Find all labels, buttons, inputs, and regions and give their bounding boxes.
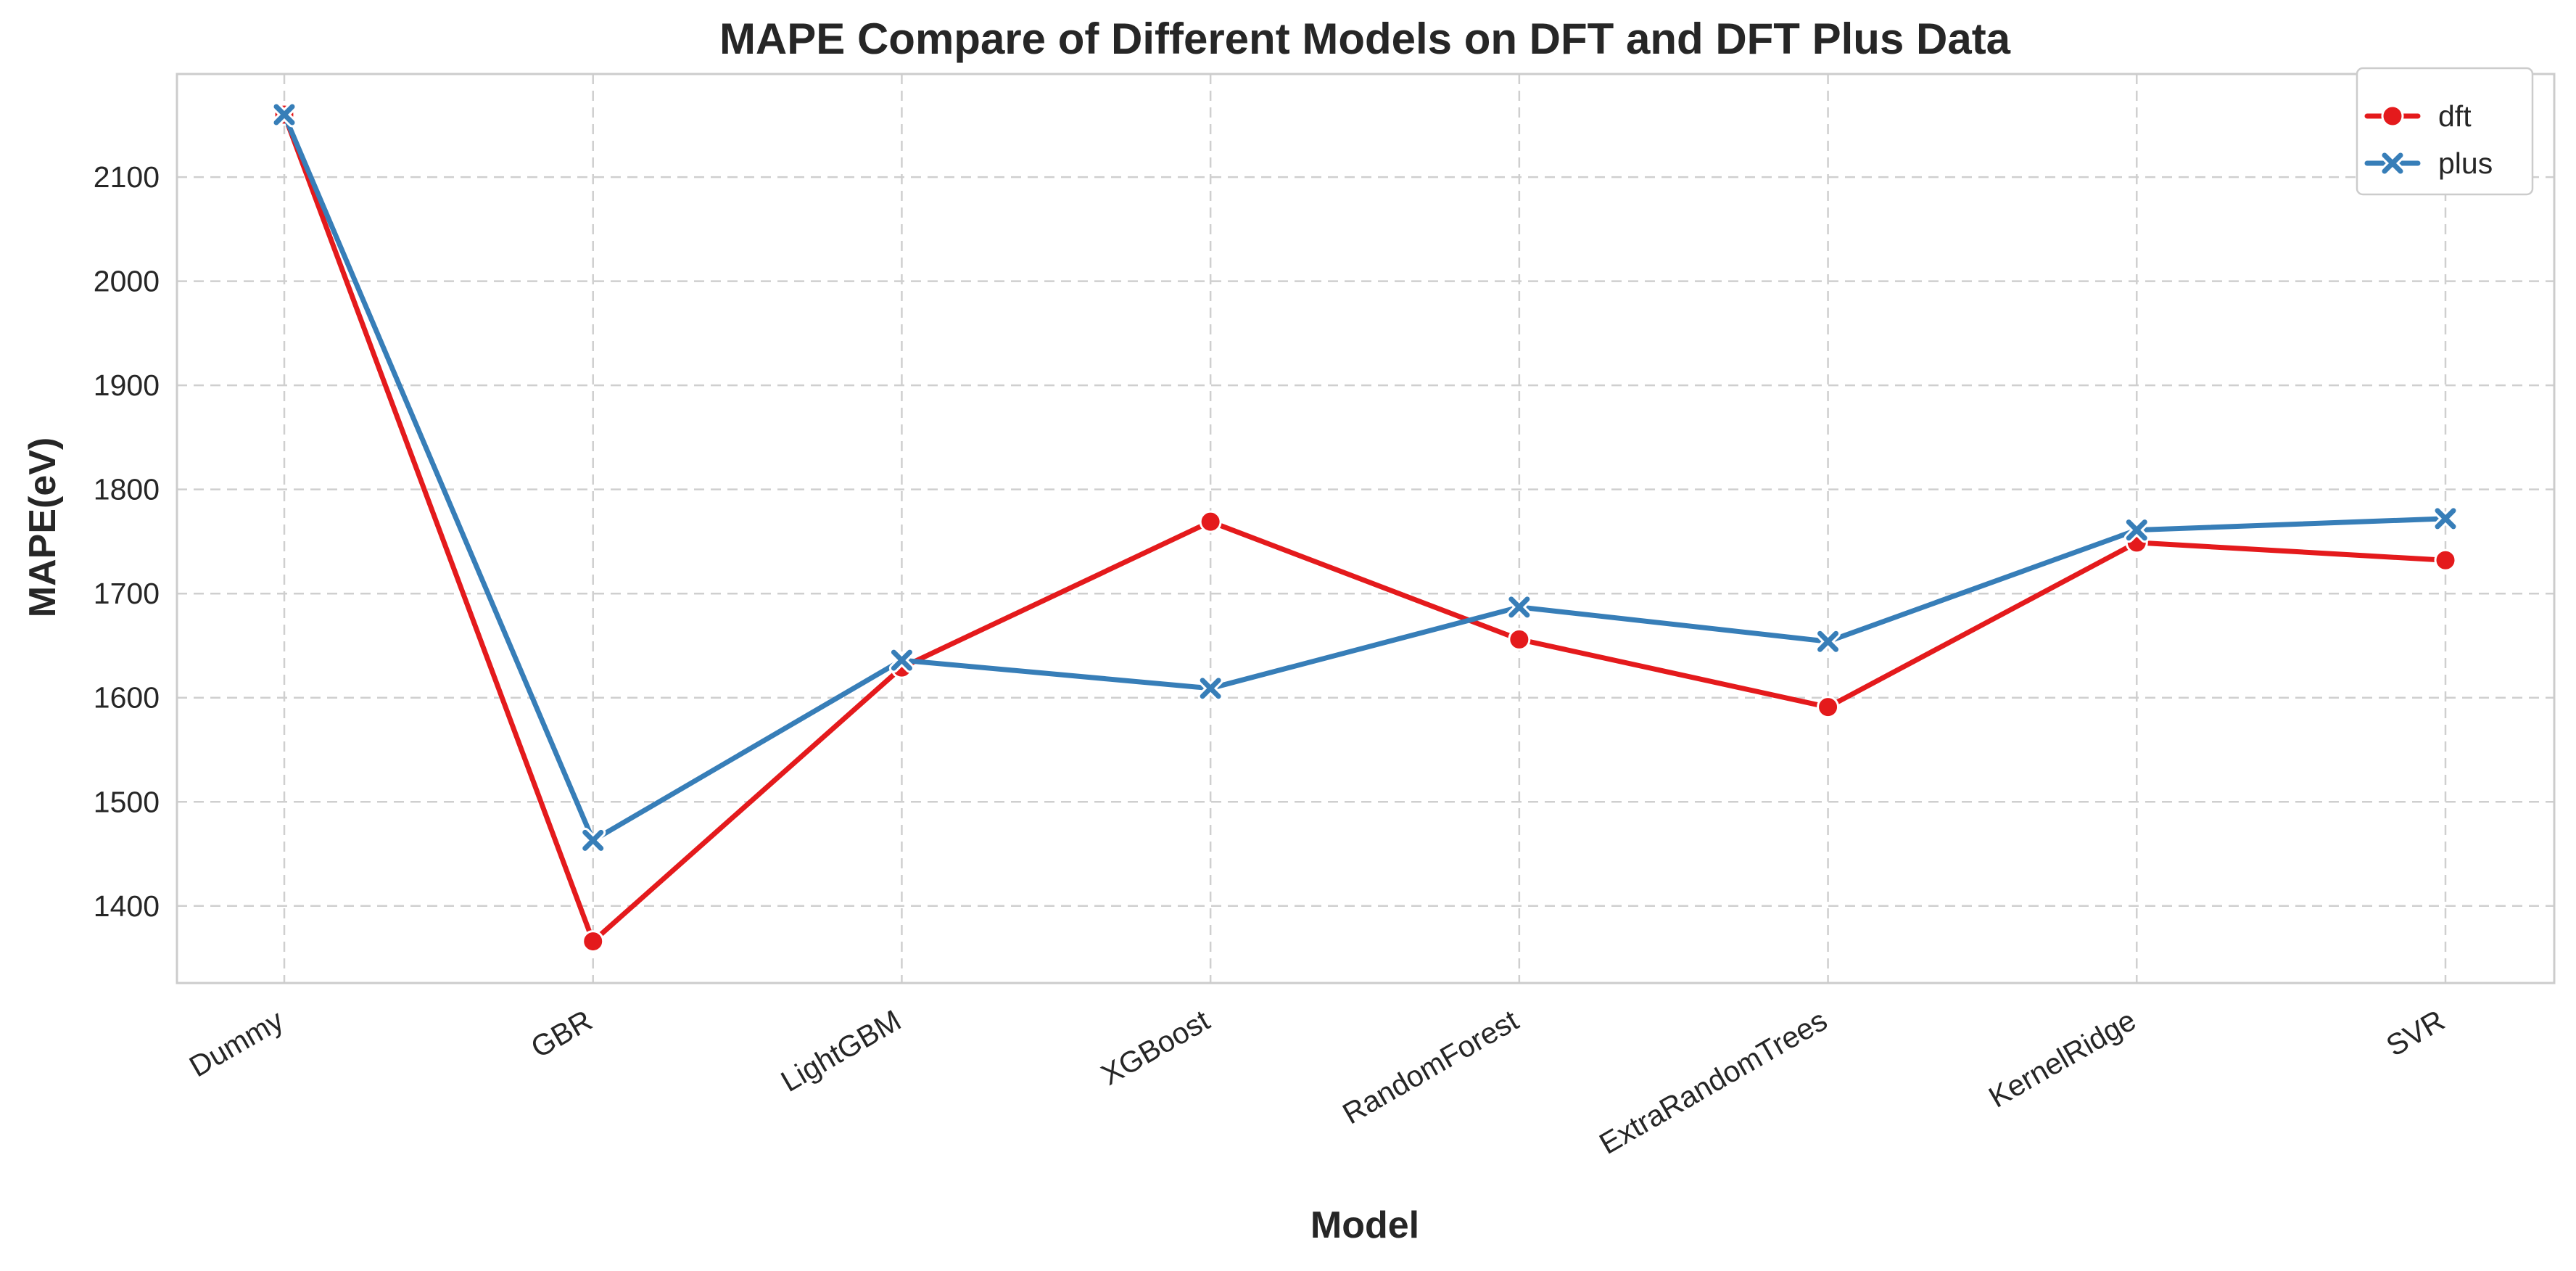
y-tick-label: 1600 (94, 681, 160, 715)
data-point-plus (2123, 517, 2150, 543)
grid-lines (177, 74, 2554, 983)
x-tick-label: KernelRidge (1983, 1003, 2141, 1114)
data-point-dft (1199, 510, 1222, 533)
y-tick-label: 1900 (94, 369, 160, 402)
data-point-dft (582, 930, 605, 953)
data-point-plus (1197, 675, 1223, 702)
y-tick-label: 2100 (94, 160, 160, 194)
chart-title: MAPE Compare of Different Models on DFT … (719, 15, 2011, 63)
y-tick-label: 2000 (94, 265, 160, 298)
legend-label: dft (2438, 99, 2472, 133)
legend-marker (2381, 104, 2404, 128)
data-point-plus (1815, 628, 1841, 654)
data-point-plus (1506, 594, 1532, 620)
x-tick-label: Dummy (183, 1003, 289, 1084)
y-axis-ticks: 1400 1500 1600 1700 1800 1900 2000 2100 (94, 160, 160, 923)
x-tick-label: GBR (525, 1003, 598, 1064)
data-point-dft (1508, 628, 1531, 651)
y-axis-label: MAPE(eV) (22, 437, 64, 617)
x-tick-label: RandomForest (1337, 1003, 1524, 1131)
x-tick-label: ExtraRandomTrees (1594, 1003, 1833, 1161)
y-tick-label: 1700 (94, 577, 160, 610)
legend-item-dft: dft (2364, 99, 2472, 133)
series-line-plus (281, 112, 2448, 843)
x-axis-ticks: Dummy GBR LightGBM XGBoost RandomForest Extra… (183, 1003, 2450, 1161)
legend-item-plus: plus (2364, 147, 2493, 180)
data-point-plus (888, 647, 915, 673)
data-point-dft (1817, 696, 1840, 719)
x-tick-label: LightGBM (775, 1003, 907, 1098)
plot-area-frame (176, 73, 2556, 984)
legend-marker (2379, 150, 2406, 176)
y-tick-label: 1800 (94, 473, 160, 506)
series-line-dft (281, 112, 2448, 945)
data-point-dft (2434, 548, 2457, 572)
data-point-plus (271, 102, 297, 128)
series-plus (271, 102, 2459, 853)
y-tick-label: 1400 (94, 889, 160, 923)
legend: dft plus (2356, 67, 2534, 196)
legend-items: dft plus (2364, 99, 2493, 180)
series-layer (271, 102, 2459, 953)
data-point-plus (2432, 506, 2459, 532)
x-tick-label: XGBoost (1096, 1003, 1216, 1092)
data-point-plus (580, 827, 606, 853)
x-axis-label: Model (1310, 1204, 1419, 1246)
legend-label: plus (2438, 147, 2493, 180)
y-tick-label: 1500 (94, 785, 160, 818)
x-tick-label: SVR (2380, 1003, 2450, 1063)
